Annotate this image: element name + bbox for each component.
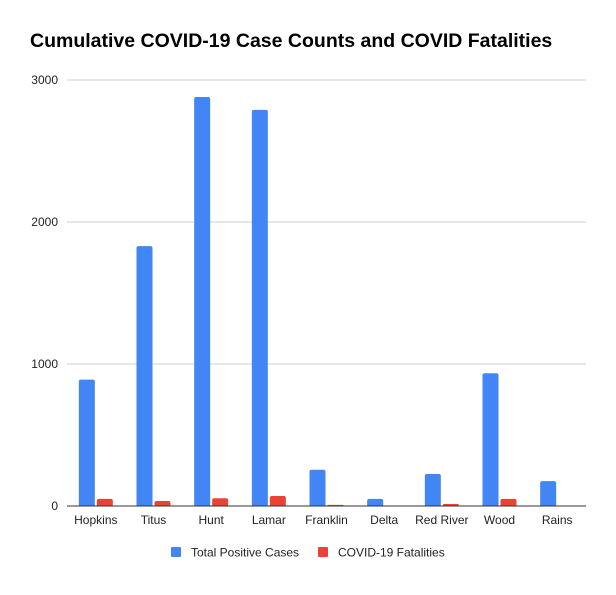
x-tick-label: Hunt bbox=[198, 513, 224, 527]
x-tick-label: Hopkins bbox=[74, 513, 117, 527]
x-tick-label: Titus bbox=[141, 513, 167, 527]
x-tick-label: Franklin bbox=[305, 513, 348, 527]
bar bbox=[540, 481, 556, 506]
x-tick-label: Red River bbox=[415, 513, 468, 527]
bar bbox=[483, 373, 499, 506]
bar bbox=[270, 496, 286, 506]
legend-label: Total Positive Cases bbox=[191, 546, 299, 560]
bar bbox=[252, 110, 268, 506]
legend: Total Positive Cases COVID-19 Fatalities bbox=[171, 546, 445, 560]
bar bbox=[367, 499, 383, 506]
y-tick-label: 2000 bbox=[31, 215, 58, 229]
bar bbox=[155, 501, 171, 506]
y-tick-label: 0 bbox=[51, 499, 58, 513]
bar bbox=[194, 97, 210, 506]
bar bbox=[97, 499, 113, 506]
bar bbox=[137, 246, 153, 506]
bar bbox=[79, 380, 95, 506]
x-tick-label: Rains bbox=[542, 513, 573, 527]
x-tick-label: Delta bbox=[370, 513, 398, 527]
x-axis-ticks: Hopkins Titus Hunt Lamar Franklin Delta Red Ri… bbox=[74, 513, 572, 527]
bar bbox=[425, 474, 441, 506]
x-tick-label: Lamar bbox=[252, 513, 286, 527]
legend-swatch bbox=[171, 547, 181, 557]
bar bbox=[310, 470, 326, 506]
y-tick-label: 3000 bbox=[31, 73, 58, 87]
bars bbox=[79, 97, 574, 506]
legend-label: COVID-19 Fatalities bbox=[338, 546, 445, 560]
legend-swatch bbox=[318, 547, 328, 557]
bar bbox=[212, 498, 228, 506]
chart-title: Cumulative COVID-19 Case Counts and COVI… bbox=[30, 30, 552, 53]
x-tick-label: Wood bbox=[484, 513, 515, 527]
y-axis-ticks: 0 1000 2000 3000 bbox=[31, 73, 58, 513]
bar bbox=[501, 499, 517, 506]
y-tick-label: 1000 bbox=[31, 357, 58, 371]
